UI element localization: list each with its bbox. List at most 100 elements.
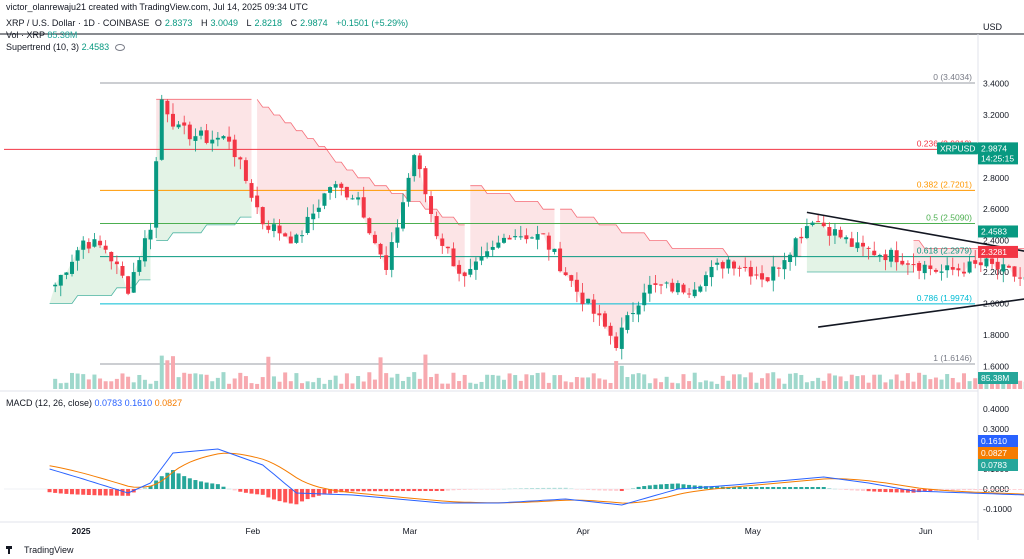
volume-bar	[743, 377, 748, 389]
volume-bar	[131, 382, 136, 389]
volume-bar	[569, 382, 574, 389]
candle-body	[120, 266, 125, 276]
candle-body	[765, 277, 770, 282]
volume-bar	[148, 383, 153, 389]
volume-bar	[664, 376, 669, 389]
volume-bar	[675, 383, 680, 389]
macd-histogram-bar	[765, 486, 770, 489]
volume-legend-value: 85.38M	[47, 30, 78, 40]
volume-bar	[58, 383, 63, 389]
macd-histogram-bar	[249, 489, 254, 494]
macd-histogram-bar	[266, 489, 271, 498]
supertrend-fill	[257, 99, 465, 277]
volume-bar	[681, 374, 686, 389]
candle-body	[215, 137, 220, 140]
candle-body	[866, 247, 871, 249]
macd-histogram-bar	[1006, 489, 1011, 490]
macd-histogram-bar	[429, 489, 434, 492]
macd-value: 0.0783	[94, 398, 123, 408]
macd-histogram-bar	[356, 489, 361, 492]
candle-body	[305, 216, 310, 233]
candle-body	[445, 246, 450, 249]
candle-body	[619, 327, 624, 349]
macd-histogram-bar	[748, 486, 753, 489]
macd-histogram-bar	[905, 489, 910, 493]
macd-histogram-bar	[142, 487, 147, 489]
candle-body	[238, 157, 243, 160]
volume-bar	[894, 374, 899, 389]
volume-bar	[311, 382, 316, 389]
volume-bar	[53, 378, 58, 389]
macd-histogram-bar	[126, 489, 131, 496]
volume-bar	[142, 379, 147, 389]
macd-histogram-bar	[967, 489, 972, 491]
volume-bar	[670, 382, 675, 389]
candle-body	[838, 229, 843, 238]
candle-body	[586, 298, 591, 304]
macd-histogram-bar	[81, 489, 86, 495]
candle-body	[928, 265, 933, 269]
volume-bar	[199, 374, 204, 389]
macd-histogram-bar	[501, 488, 506, 490]
candle-body	[580, 292, 585, 305]
candle-body	[546, 235, 551, 250]
xrpusd-badge-label-bg	[937, 142, 978, 155]
fib-level-label: 0.382 (2.7201)	[917, 179, 972, 189]
tradingview-logo[interactable]: TradingView	[6, 545, 74, 555]
volume-bar	[653, 378, 658, 389]
volume-bar	[900, 380, 905, 389]
macd-histogram-bar	[400, 489, 405, 492]
volume-bar	[266, 356, 271, 389]
macd-histogram-bar	[855, 489, 860, 491]
macd-badge: 0.0827	[981, 448, 1007, 458]
candle-body	[255, 195, 260, 208]
macd-histogram-bar	[670, 483, 675, 489]
volume-legend-label: Vol · XRP	[6, 30, 45, 40]
candle-body	[384, 255, 389, 270]
volume-bar	[75, 373, 80, 389]
xrpusd-badge-label: XRPUSD	[940, 143, 975, 153]
macd-histogram-bar	[535, 487, 540, 489]
macd-histogram-bar	[187, 478, 192, 489]
candle-body	[647, 284, 652, 294]
macd-histogram-bar	[608, 489, 613, 491]
volume-bar	[176, 377, 181, 389]
candle-body	[1012, 266, 1017, 277]
volume-bar	[204, 374, 209, 389]
macd-histogram-bar	[518, 488, 523, 489]
volume-bar	[322, 383, 327, 389]
time-tick-label: Feb	[246, 526, 261, 536]
candle-body	[81, 240, 86, 250]
candle-body	[344, 186, 349, 198]
volume-bar	[760, 378, 765, 389]
macd-histogram-bar	[64, 489, 69, 494]
volume-bar	[793, 373, 798, 389]
candle-body	[58, 274, 63, 286]
candle-body	[137, 260, 142, 272]
close-label: C	[290, 18, 298, 28]
macd-histogram-bar	[978, 489, 983, 490]
candle-body	[973, 260, 978, 264]
macd-histogram-bar	[894, 489, 899, 493]
volume-bar	[479, 381, 484, 389]
price-tick-label: 3.4000	[983, 79, 1009, 89]
volume-bar	[468, 382, 473, 389]
volume-bar	[788, 373, 793, 389]
macd-histogram-bar	[462, 489, 467, 490]
macd-histogram-bar	[210, 483, 215, 489]
macd-histogram-bar	[681, 484, 686, 489]
price-tick-label: 2.2000	[983, 267, 1009, 277]
volume-bar	[412, 372, 417, 389]
macd-histogram-bar	[468, 489, 473, 490]
candle-body	[1018, 277, 1023, 279]
candle-body	[451, 248, 456, 267]
candle-body	[793, 238, 798, 257]
macd-histogram-bar	[563, 487, 568, 489]
eye-icon[interactable]	[114, 44, 125, 52]
macd-histogram-bar	[434, 489, 439, 492]
candle-body	[70, 261, 74, 274]
macd-histogram-bar	[109, 489, 114, 496]
candle-body	[978, 262, 983, 266]
macd-histogram-bar	[288, 489, 293, 504]
macd-histogram-bar	[221, 486, 226, 489]
